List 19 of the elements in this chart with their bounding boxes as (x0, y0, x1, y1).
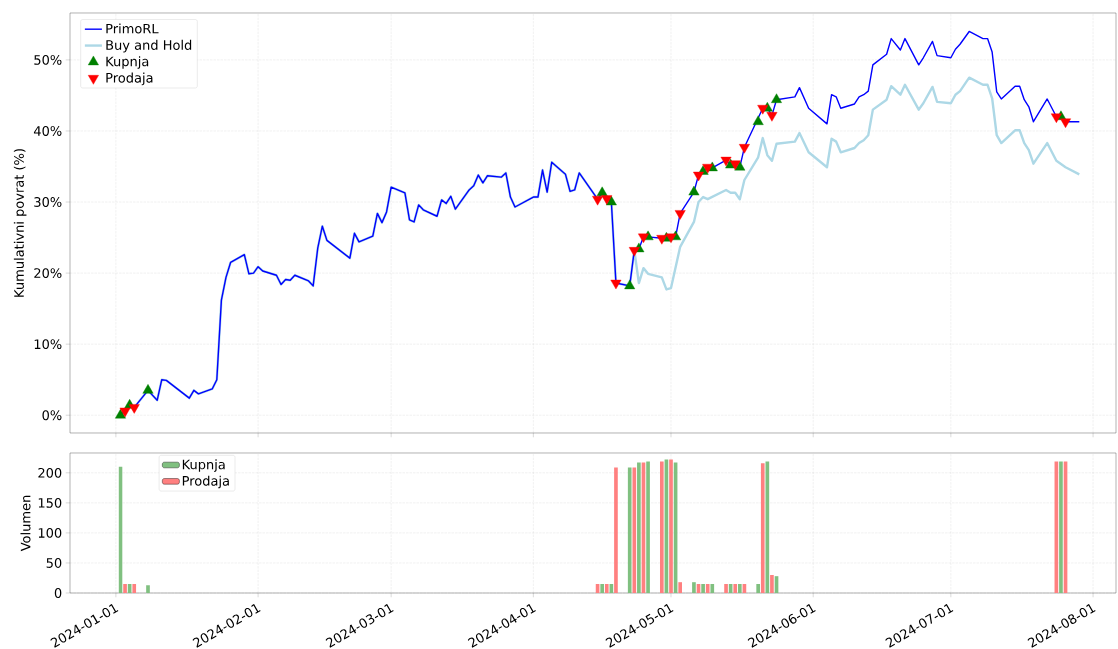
legend-label: Prodaja (182, 475, 229, 489)
y-tick-label: 150 (38, 497, 62, 508)
legend-label: Buy and Hold (106, 39, 192, 53)
y-tick-label: 40% (33, 126, 62, 136)
legend-label: PrimoRL (106, 23, 159, 34)
y-axis-title: Kumulativni povrat (%) (13, 149, 27, 297)
y-tick-label: 0 (54, 588, 62, 598)
y-tick-label: 50% (34, 54, 62, 65)
y-tick-label: 200 (38, 467, 62, 478)
y-tick-label: 10% (34, 339, 62, 350)
y-tick-label: 30% (34, 197, 62, 207)
legend-label: Prodaja (106, 72, 153, 86)
y-tick-label: 0% (42, 410, 62, 421)
y-tick-label: 50 (46, 558, 62, 568)
y-axis-title: Volumen (20, 495, 31, 552)
y-tick-label: 100 (38, 528, 62, 538)
legend-label: Kupnja (182, 459, 225, 472)
legend-label: Kupnja (106, 56, 149, 69)
y-tick-label: 20% (34, 268, 62, 279)
